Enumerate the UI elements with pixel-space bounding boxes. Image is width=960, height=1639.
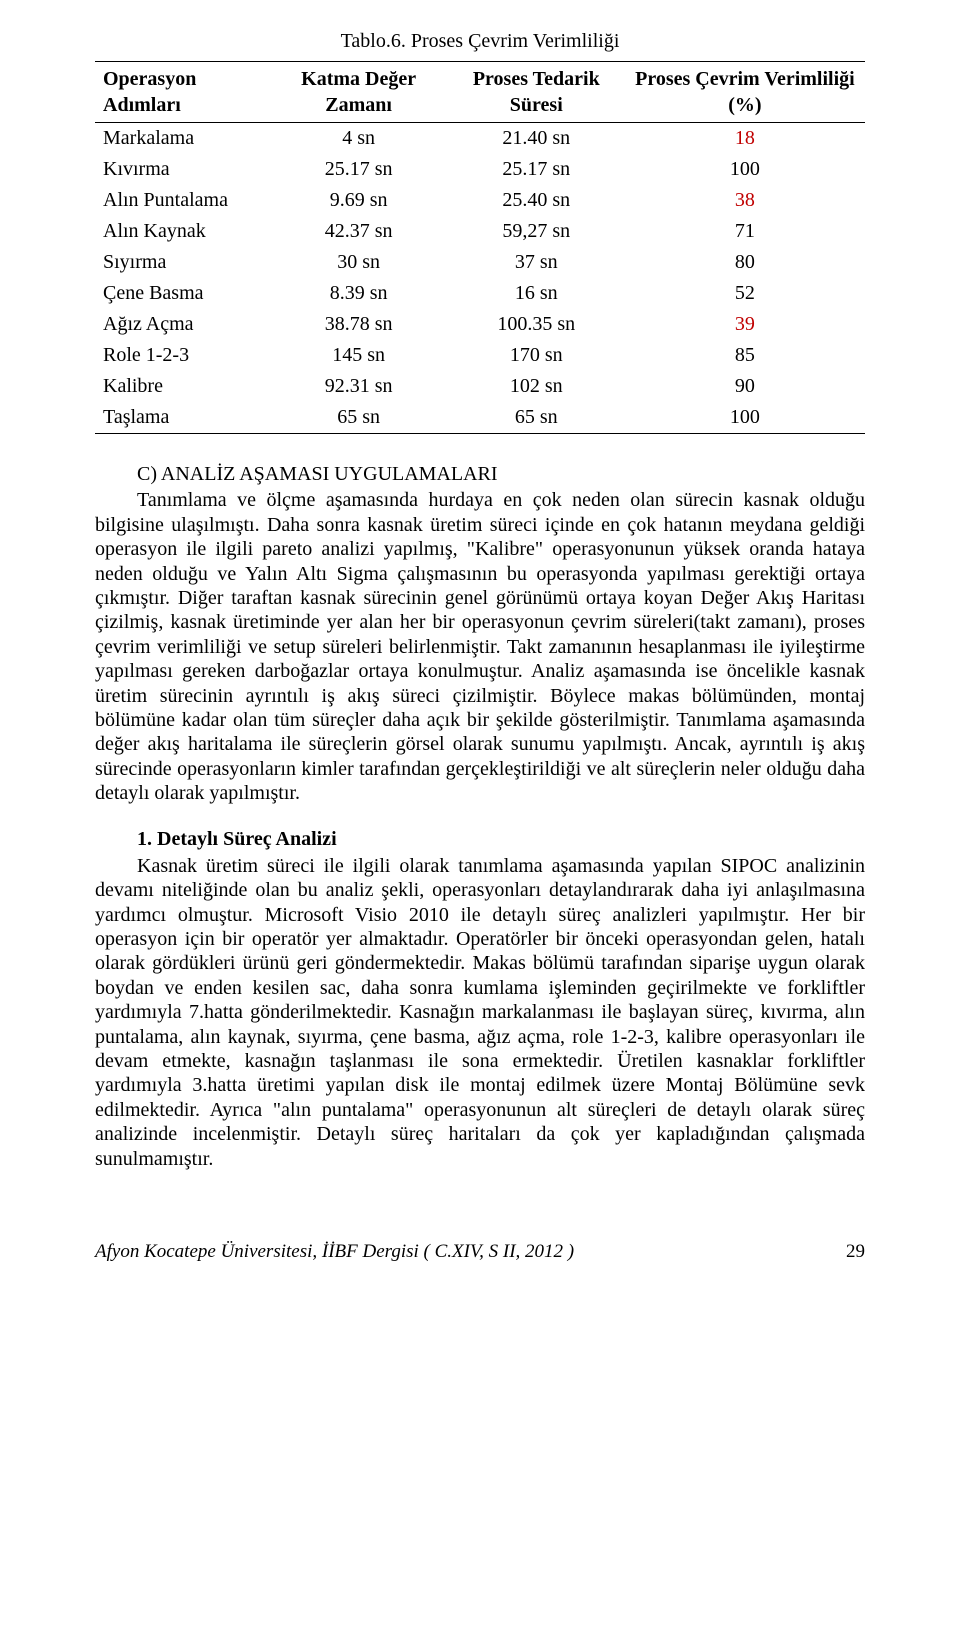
cell-value-added-time: 8.39 sn — [270, 278, 448, 309]
cell-value-added-time: 65 sn — [270, 402, 448, 434]
table-row: Role 1-2-3145 sn170 sn85 — [95, 340, 865, 371]
table-row: Taşlama65 sn65 sn100 — [95, 402, 865, 434]
table-row: Sıyırma30 sn37 sn80 — [95, 247, 865, 278]
cell-value-added-time: 38.78 sn — [270, 309, 448, 340]
table-row: Ağız Açma38.78 sn100.35 sn39 — [95, 309, 865, 340]
table-row: Kıvırma25.17 sn25.17 sn100 — [95, 154, 865, 185]
cell-value-added-time: 25.17 sn — [270, 154, 448, 185]
cell-cycle-efficiency: 100 — [625, 402, 865, 434]
cell-value-added-time: 92.31 sn — [270, 371, 448, 402]
table-title: Tablo.6. Proses Çevrim Verimliliği — [95, 30, 865, 53]
cell-supply-time: 25.17 sn — [448, 154, 625, 185]
cell-supply-time: 65 sn — [448, 402, 625, 434]
cell-supply-time: 21.40 sn — [448, 123, 625, 155]
process-efficiency-table: Operasyon Adımları Katma Değer Zamanı Pr… — [95, 61, 865, 434]
cell-value-added-time: 9.69 sn — [270, 185, 448, 216]
cell-operation: Role 1-2-3 — [95, 340, 270, 371]
cell-supply-time: 59,27 sn — [448, 216, 625, 247]
cell-cycle-efficiency: 38 — [625, 185, 865, 216]
cell-value-added-time: 4 sn — [270, 123, 448, 155]
section-c-body: Tanımlama ve ölçme aşamasında hurdaya en… — [95, 488, 865, 805]
cell-supply-time: 170 sn — [448, 340, 625, 371]
cell-value-added-time: 30 sn — [270, 247, 448, 278]
table-row: Alın Kaynak42.37 sn59,27 sn71 — [95, 216, 865, 247]
cell-cycle-efficiency: 39 — [625, 309, 865, 340]
col-header-value-added-time: Katma Değer Zamanı — [270, 62, 448, 123]
cell-cycle-efficiency: 18 — [625, 123, 865, 155]
cell-operation: Alın Kaynak — [95, 216, 270, 247]
col-header-supply-time: Proses Tedarik Süresi — [448, 62, 625, 123]
cell-operation: Taşlama — [95, 402, 270, 434]
cell-cycle-efficiency: 52 — [625, 278, 865, 309]
cell-value-added-time: 145 sn — [270, 340, 448, 371]
col-header-operation: Operasyon Adımları — [95, 62, 270, 123]
subsection-1-body: Kasnak üretim süreci ile ilgili olarak t… — [95, 854, 865, 1171]
cell-supply-time: 102 sn — [448, 371, 625, 402]
footer-journal: Afyon Kocatepe Üniversitesi, İİBF Dergis… — [95, 1241, 574, 1263]
table-row: Alın Puntalama9.69 sn25.40 sn38 — [95, 185, 865, 216]
cell-value-added-time: 42.37 sn — [270, 216, 448, 247]
cell-operation: Kıvırma — [95, 154, 270, 185]
cell-cycle-efficiency: 100 — [625, 154, 865, 185]
cell-cycle-efficiency: 90 — [625, 371, 865, 402]
page-container: Tablo.6. Proses Çevrim Verimliliği Opera… — [0, 0, 960, 1283]
cell-operation: Çene Basma — [95, 278, 270, 309]
col-header-cycle-efficiency: Proses Çevrim Verimliliği (%) — [625, 62, 865, 123]
subsection-1-heading: 1. Detaylı Süreç Analizi — [95, 827, 865, 851]
table-row: Kalibre92.31 sn102 sn90 — [95, 371, 865, 402]
cell-supply-time: 37 sn — [448, 247, 625, 278]
cell-cycle-efficiency: 85 — [625, 340, 865, 371]
cell-operation: Markalama — [95, 123, 270, 155]
section-c: C) ANALİZ AŞAMASI UYGULAMALARI Tanımlama… — [95, 462, 865, 805]
section-c-heading: C) ANALİZ AŞAMASI UYGULAMALARI — [95, 462, 865, 486]
cell-supply-time: 100.35 sn — [448, 309, 625, 340]
cell-cycle-efficiency: 71 — [625, 216, 865, 247]
table-row: Markalama4 sn21.40 sn18 — [95, 123, 865, 155]
page-footer: Afyon Kocatepe Üniversitesi, İİBF Dergis… — [95, 1241, 865, 1263]
footer-page-number: 29 — [846, 1241, 865, 1263]
table-header-row: Operasyon Adımları Katma Değer Zamanı Pr… — [95, 62, 865, 123]
subsection-1: 1. Detaylı Süreç Analizi Kasnak üretim s… — [95, 827, 865, 1170]
cell-operation: Ağız Açma — [95, 309, 270, 340]
cell-supply-time: 16 sn — [448, 278, 625, 309]
cell-operation: Sıyırma — [95, 247, 270, 278]
table-body: Markalama4 sn21.40 sn18Kıvırma25.17 sn25… — [95, 123, 865, 434]
cell-operation: Alın Puntalama — [95, 185, 270, 216]
cell-cycle-efficiency: 80 — [625, 247, 865, 278]
table-row: Çene Basma8.39 sn16 sn52 — [95, 278, 865, 309]
cell-operation: Kalibre — [95, 371, 270, 402]
cell-supply-time: 25.40 sn — [448, 185, 625, 216]
